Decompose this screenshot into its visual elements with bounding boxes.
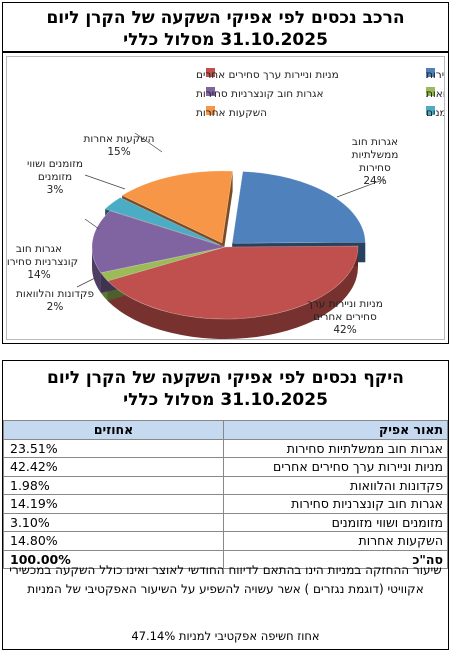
slice-side-corp_bonds_nontradable: [92, 247, 101, 293]
legend-swatch: [426, 68, 435, 77]
slice-label: סחירים אחרים: [313, 311, 377, 323]
pie-slice-deposits_loans: [100, 246, 226, 282]
table-total-row: סה"כ 100.00%: [3, 549, 448, 569]
chart-title-box: הרכב נכסים לפי אפיקי השקעה של הקרן ליום …: [2, 2, 449, 52]
pie-slice-gov_bonds: [231, 171, 366, 244]
allocation-table-box: היקף נכסים לפי אפיקי השקעה של הקרן ליום …: [2, 360, 449, 650]
exposure-value: 47.14%: [131, 629, 176, 643]
slice-percent-label: 42%: [333, 324, 356, 336]
pie-chart-svg: אגרות חוב ממשלתיות סחירות מניות וניירות ע…: [0, 68, 451, 340]
pie-slice-cash: [104, 197, 221, 246]
table-header-row: תאור אפיק אחוזים: [3, 420, 448, 440]
slice-label: מניות וניירות ערך: [307, 298, 383, 310]
slice-percent-label: 15%: [107, 146, 130, 158]
slice-percent-label: 3%: [47, 184, 64, 196]
table-title-line-1: היקף נכסים לפי אפיקי השקעה של הקרן ליום: [47, 368, 404, 388]
table-row: אגרות חוב קונצרניות סחירות 14.19%: [3, 494, 448, 514]
leader-line: [84, 218, 100, 230]
row-description: פקדונות והלוואות: [223, 475, 448, 495]
legend-entry: אגרות חוב קונצרניות סחירות: [196, 88, 324, 100]
legend-swatch: [206, 106, 215, 115]
pie-slice-other: [121, 170, 233, 244]
table-row: מזומנים ושווי מזומנים 3.10%: [3, 512, 448, 532]
slice-label: סחירות: [359, 162, 391, 174]
row-description: השקעות אחרות: [223, 531, 448, 551]
legend-entry: מניות וניירות ערך סחירים אחרים: [196, 69, 339, 81]
pie-chart-area: אגרות חוב ממשלתיות סחירות מניות וניירות ע…: [0, 56, 451, 340]
row-percent: 14.80%: [3, 531, 224, 551]
row-description: אגרות חוב קונצרניות סחירות: [223, 494, 448, 514]
row-percent: 14.19%: [3, 494, 224, 514]
header-percent: אחוזים: [3, 420, 224, 440]
slice-percent-label: 2%: [47, 301, 64, 313]
row-description: מזומנים ושווי מזומנים: [223, 512, 448, 532]
chart-title-line-1: הרכב נכסים לפי אפיקי השקעה של הקרן ליום: [46, 8, 405, 28]
slice-label: קונצרניות סחירות: [7, 256, 78, 268]
row-description: מניות וניירות ערך סחירים אחרים: [223, 457, 448, 477]
table-row: פקדונות והלוואות 1.98%: [3, 475, 448, 495]
row-percent: 23.51%: [3, 438, 224, 458]
row-percent: 42.42%: [3, 457, 224, 477]
legend-entry: מזומנים ושווי מזומנים: [426, 107, 444, 119]
slice-percent-label: 14%: [27, 269, 50, 281]
table-title-line-2: 31.10.2025 מסלול כללי: [123, 390, 328, 410]
slice-side-corp_bonds_tradable: [107, 247, 359, 340]
slice-label: ממשלתיות: [352, 149, 399, 161]
slice-label: אגרות חוב: [16, 243, 62, 255]
allocation-table: תאור אפיק אחוזים אגרות חוב ממשלתיות סחיר…: [3, 420, 448, 569]
row-percent: 3.10%: [3, 512, 224, 532]
legend-entry: השקעות אחרות: [196, 107, 267, 119]
table-row: מניות וניירות ערך סחירים אחרים 42.42%: [3, 457, 448, 477]
slice-label: מזומנים ושווי: [27, 158, 83, 170]
effective-exposure: אחוז חשיפה אפקטיבי למניות 47.14%: [3, 629, 448, 643]
pie-chart-box: אגרות חוב ממשלתיות סחירות מניות וניירות ע…: [0, 52, 451, 344]
row-description: אגרות חוב ממשלתיות סחירות: [223, 438, 448, 458]
row-percent: 1.98%: [3, 475, 224, 495]
slice-label: פקדונות והלוואות: [16, 288, 94, 300]
pie-slice-corp_bonds_nontradable: [91, 210, 227, 274]
legend-swatch: [206, 87, 215, 96]
header-description: תאור אפיק: [223, 420, 448, 440]
legend-entry: אגרות חוב ממשלתיות סחירות: [426, 69, 444, 81]
legend-swatch: [426, 87, 435, 96]
slice-edge-other: [221, 171, 233, 263]
leader-line: [84, 174, 126, 190]
leader-line: [336, 178, 386, 198]
chart-title-line-2: 31.10.2025 מסלול כללי: [123, 30, 328, 50]
pie-slice-corp_bonds_tradable: [107, 245, 359, 320]
slice-percent-label: 24%: [363, 175, 386, 187]
slice-label: השקעות אחרות: [84, 133, 155, 145]
slice-label: מזומנים: [38, 171, 72, 183]
table-row: אגרות חוב ממשלתיות סחירות 23.51%: [3, 438, 448, 458]
legend-swatch: [206, 68, 215, 77]
legend-swatch: [426, 106, 435, 115]
exposure-label: אחוז חשיפה אפקטיבי למניות: [178, 629, 320, 643]
total-percent: 100.00%: [3, 549, 224, 569]
total-description: סה"כ: [223, 549, 448, 569]
equity-note: שיעור ההחזקה במניות הינו בהתאם לדיווח הח…: [9, 563, 442, 596]
slice-label: אגרות חוב: [352, 136, 398, 148]
legend-entry: פקדונות והלוואות: [426, 88, 444, 100]
leader-line: [134, 132, 163, 153]
table-row: השקעות אחרות 14.80%: [3, 531, 448, 551]
leader-line: [76, 276, 98, 288]
